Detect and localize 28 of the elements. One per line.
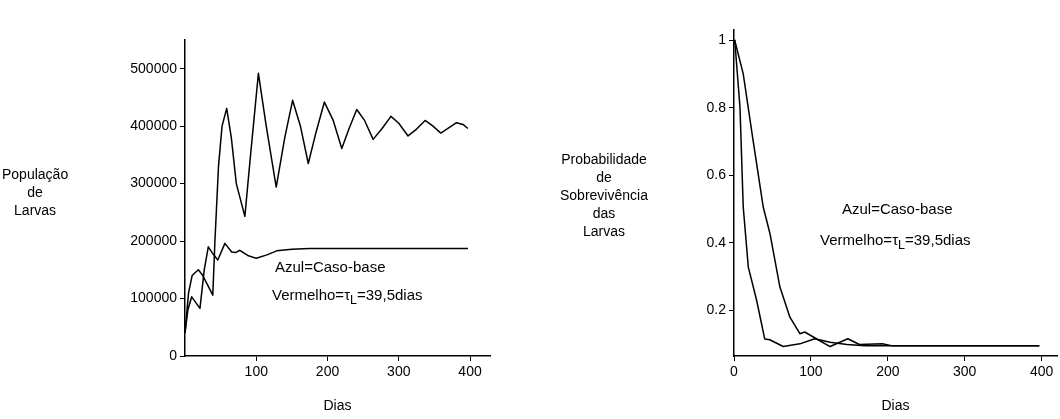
y-tick-label: 0.8 [706,98,727,115]
x-tick-label: 0 [730,363,739,380]
y-tick-label: 0 [169,346,178,363]
y-axis-title: Probabilidade de Sobrevivência das Larvas [560,150,648,240]
annotation: Vermelho=τ$_{L}$=39,5dias [820,231,971,252]
y-tick-label: 500000 [130,59,178,76]
x-tick-label: 200 [876,363,900,380]
y-tick-label: 200000 [130,231,178,248]
y-tick-label: 0.2 [706,301,727,318]
annotation: Vermelho=τ$_{L}$=39,5dias [272,286,423,307]
annotation: Azul=Caso-base [842,200,953,217]
x-tick-label: 400 [458,363,482,380]
x-tick-label: 100 [244,363,269,380]
y-axis-title: População de Larvas [2,165,69,219]
x-tick-label: 300 [953,363,977,380]
x-tick-label: 200 [315,363,340,380]
y-tick-label: 1 [718,30,727,47]
x-tick-label: 100 [799,363,823,380]
x-tick-label: 400 [1029,363,1054,380]
y-tick-label: 400000 [130,117,178,134]
x-axis-title: Dias [323,397,352,414]
y-tick-label: 100000 [130,289,178,306]
x-axis-title: Dias [881,397,910,414]
x-tick-label: 300 [387,363,411,380]
y-tick-label: 300000 [130,174,178,191]
y-tick-label: 0.4 [706,233,727,250]
y-tick-label: 0.6 [706,166,727,183]
annotation: Azul=Caso-base [275,258,386,275]
